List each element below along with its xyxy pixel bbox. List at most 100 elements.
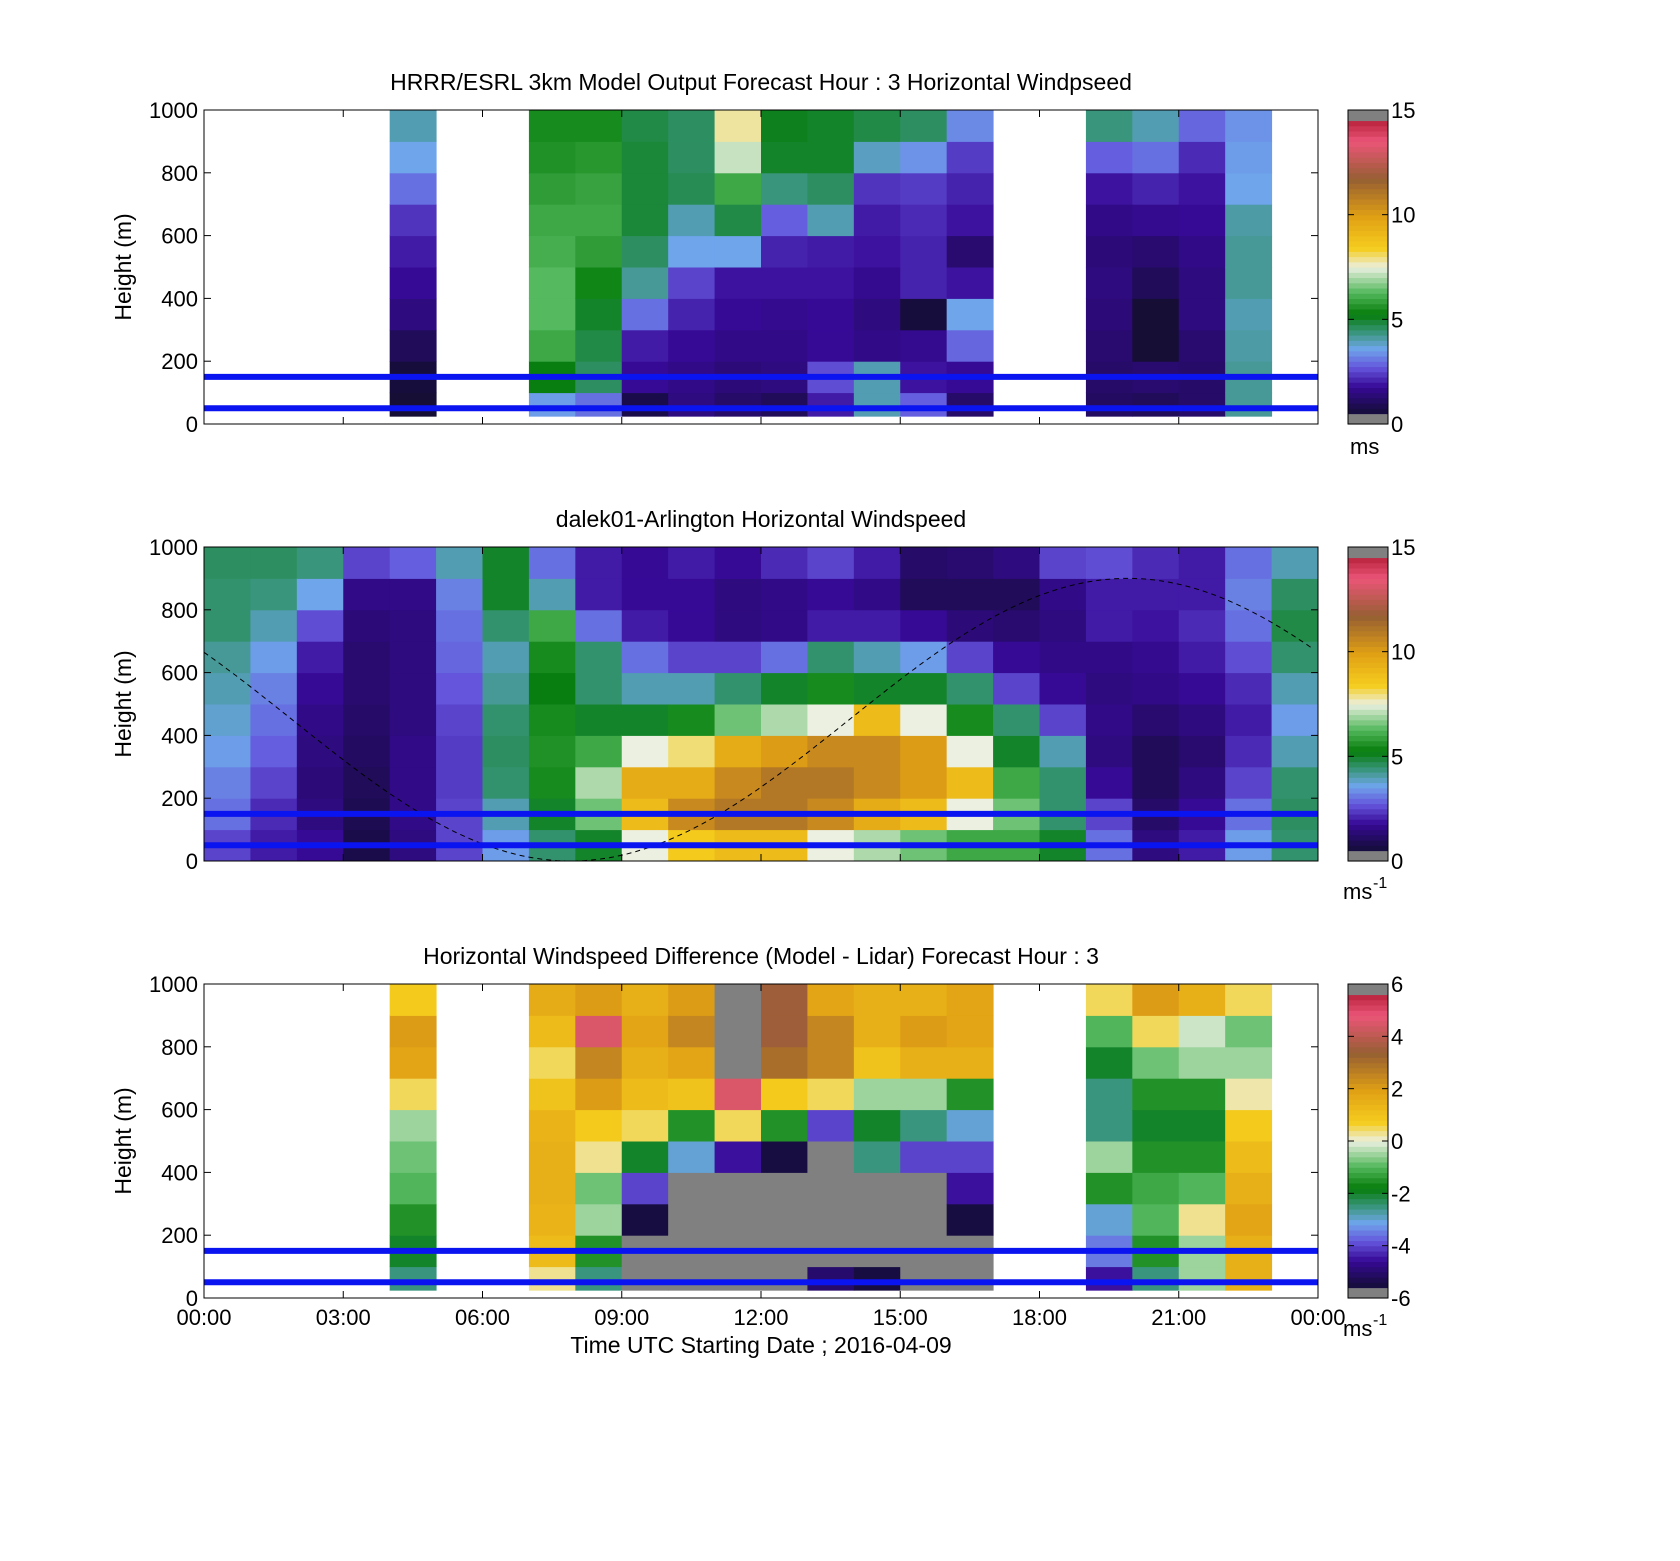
heatmap-cell	[946, 392, 994, 417]
colorbar-segment	[1348, 1072, 1388, 1079]
heatmap-cell	[668, 766, 716, 799]
heatmap-cell	[204, 766, 251, 799]
heatmap-cell	[343, 735, 391, 768]
heatmap-cell	[900, 172, 948, 205]
colorbar-segment	[1348, 672, 1388, 679]
colorbar-segment	[1348, 1067, 1388, 1074]
heatmap-cell	[389, 267, 437, 299]
heatmap-cell	[714, 1203, 762, 1236]
heatmap-cell	[1132, 1015, 1180, 1048]
heatmap-cell	[575, 298, 623, 331]
heatmap-cell	[1132, 329, 1180, 362]
colorbar-segment	[1348, 677, 1388, 684]
heatmap-cell	[668, 267, 716, 299]
heatmap-cell	[389, 1203, 437, 1236]
heatmap-cell	[528, 1015, 576, 1048]
heatmap-cell	[1085, 547, 1133, 579]
heatmap-cell	[1225, 547, 1273, 579]
heatmap-cell	[389, 641, 437, 674]
colorbar-segment	[1348, 214, 1388, 221]
colorbar-segment	[1348, 230, 1388, 237]
heatmap-cell	[761, 1078, 808, 1111]
colorbar-tick-label: 15	[1391, 535, 1415, 560]
colorbar-unit: ms	[1343, 1316, 1372, 1341]
heatmap-cell	[204, 735, 251, 768]
heatmap-cell	[807, 984, 855, 1016]
colorbar-segment	[1348, 630, 1388, 637]
heatmap-cell	[482, 704, 530, 736]
heatmap-cell	[528, 235, 576, 268]
heatmap-cell	[1039, 609, 1087, 642]
heatmap-cell	[900, 735, 948, 768]
heatmap-cell	[436, 641, 483, 674]
heatmap-cell	[436, 704, 483, 736]
heatmap-cell	[1178, 1266, 1226, 1291]
heatmap-cell	[946, 672, 994, 705]
heatmap-cell	[1132, 609, 1180, 642]
heatmap-cell	[900, 672, 948, 705]
colorbar-segment	[1348, 335, 1388, 341]
heatmap-cell	[621, 1141, 669, 1173]
heatmap-cell	[761, 1266, 808, 1291]
heatmap-cell	[900, 392, 948, 417]
heatmap-cell	[1132, 392, 1180, 417]
colorbar-segment	[1348, 667, 1388, 674]
colorbar-segment	[1348, 193, 1388, 200]
heatmap-cell	[250, 766, 298, 799]
heatmap-cell	[761, 141, 808, 174]
heatmap-cell	[853, 1141, 901, 1173]
heatmap-cell	[900, 298, 948, 331]
heatmap-cell	[1225, 235, 1273, 268]
colorbar-tick-label: -2	[1391, 1181, 1411, 1206]
colorbar-tick-label: 5	[1391, 744, 1403, 769]
colorbar-segment	[1348, 1161, 1388, 1168]
heatmap-cell	[621, 110, 669, 142]
heatmap-cell	[900, 1266, 948, 1291]
heatmap-cell	[1225, 1109, 1273, 1142]
colorbar-segment	[1348, 204, 1388, 211]
heatmap-cell	[204, 641, 251, 674]
heatmap-cell	[1225, 578, 1273, 611]
heatmap-cell	[853, 1266, 901, 1291]
colorbar-segment	[1348, 403, 1388, 409]
colorbar-segment	[1348, 1109, 1388, 1116]
heatmap-cell	[1085, 204, 1133, 237]
heatmap-cell	[528, 984, 576, 1016]
heatmap-cell	[807, 1172, 855, 1205]
colorbar-segment	[1348, 198, 1388, 205]
heatmap-cell	[389, 1141, 437, 1173]
heatmap-cell	[343, 766, 391, 799]
heatmap-cell	[389, 984, 437, 1016]
heatmap-cell	[807, 735, 855, 768]
colorbar-segment	[1348, 1078, 1388, 1085]
heatmap-cell	[528, 141, 576, 174]
colorbar-tick-label: -6	[1391, 1286, 1411, 1311]
heatmap-cell	[1271, 578, 1319, 611]
heatmap-cell	[1178, 1203, 1226, 1236]
heatmap-cell	[528, 547, 576, 579]
heatmap-cell	[761, 267, 808, 299]
heatmap-cell	[853, 267, 901, 299]
heatmap-cell	[389, 1015, 437, 1048]
heatmap-cell	[761, 172, 808, 205]
colorbar-segment	[1348, 329, 1388, 336]
heatmap-cell	[668, 204, 716, 237]
heatmap-cell	[900, 1046, 948, 1079]
heatmap-cell	[621, 392, 669, 417]
heatmap-cell	[1178, 172, 1226, 205]
heatmap-cell	[1132, 672, 1180, 705]
colorbar-segment	[1348, 178, 1388, 184]
heatmap-cell	[436, 766, 483, 799]
heatmap-cell	[389, 1109, 437, 1142]
colorbar-segment	[1348, 1156, 1388, 1163]
heatmap-cell	[1178, 110, 1226, 142]
heatmap-cell	[436, 578, 483, 611]
heatmap-cell	[807, 392, 855, 417]
heatmap-cell	[714, 1109, 762, 1142]
colorbar-segment	[1348, 1031, 1388, 1037]
heatmap-cell	[1225, 1015, 1273, 1048]
heatmap-cell	[1085, 984, 1133, 1016]
heatmap-cell	[528, 1109, 576, 1142]
colorbar-segment	[1348, 840, 1388, 846]
colorbar-segment	[1348, 1015, 1388, 1022]
